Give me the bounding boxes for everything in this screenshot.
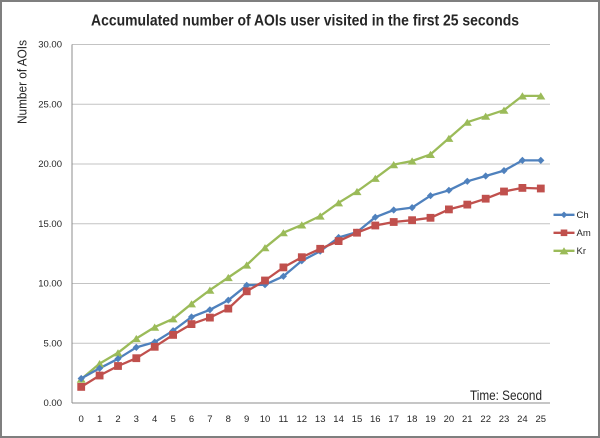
svg-text:18: 18 (407, 414, 418, 425)
svg-text:20.00: 20.00 (38, 159, 62, 170)
svg-text:15: 15 (352, 414, 363, 425)
svg-text:23: 23 (499, 414, 510, 425)
svg-text:13: 13 (315, 414, 326, 425)
svg-text:5: 5 (170, 414, 175, 425)
svg-text:9: 9 (244, 414, 249, 425)
svg-text:25: 25 (536, 414, 547, 425)
svg-text:Kr: Kr (577, 246, 587, 257)
svg-text:24: 24 (517, 414, 528, 425)
svg-text:30.00: 30.00 (38, 40, 62, 51)
svg-text:1: 1 (97, 414, 102, 425)
svg-text:4: 4 (152, 414, 157, 425)
svg-text:12: 12 (297, 414, 308, 425)
svg-text:3: 3 (134, 414, 139, 425)
svg-text:20: 20 (444, 414, 455, 425)
svg-text:16: 16 (370, 414, 381, 425)
svg-text:5.00: 5.00 (44, 338, 63, 349)
svg-text:14: 14 (333, 414, 344, 425)
svg-text:2: 2 (115, 414, 120, 425)
svg-text:22: 22 (480, 414, 491, 425)
svg-text:15.00: 15.00 (38, 219, 62, 230)
svg-text:25.00: 25.00 (38, 100, 62, 111)
svg-text:Accumulated number of AOIs use: Accumulated number of AOIs user visited … (91, 13, 519, 30)
svg-text:Am: Am (577, 228, 591, 239)
svg-text:19: 19 (425, 414, 436, 425)
svg-text:21: 21 (462, 414, 473, 425)
svg-text:7: 7 (207, 414, 212, 425)
svg-text:Number of AOIs: Number of AOIs (15, 40, 30, 124)
svg-text:0: 0 (79, 414, 84, 425)
svg-text:11: 11 (278, 414, 288, 425)
svg-text:10.00: 10.00 (38, 279, 62, 290)
svg-text:10: 10 (260, 414, 271, 425)
svg-text:Time: Second: Time: Second (470, 387, 542, 403)
svg-text:Ch: Ch (577, 210, 589, 221)
svg-text:8: 8 (226, 414, 231, 425)
svg-text:17: 17 (388, 414, 399, 425)
svg-text:0.00: 0.00 (44, 398, 63, 409)
svg-text:6: 6 (189, 414, 194, 425)
